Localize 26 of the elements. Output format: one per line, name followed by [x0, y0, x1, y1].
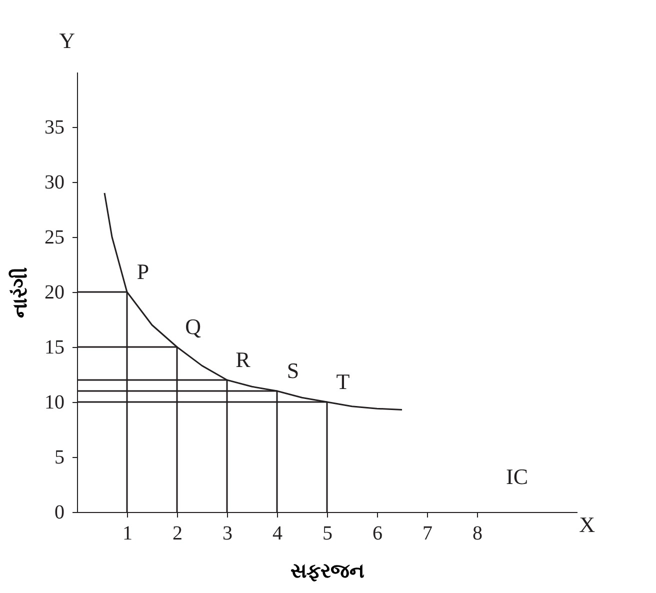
y-tick-label: 20: [44, 282, 64, 304]
annotation: IC: [506, 464, 528, 489]
annotation: R: [236, 347, 251, 372]
annotation: T: [336, 369, 350, 394]
text: Y: [59, 28, 76, 54]
y-tick-label: 0: [54, 502, 64, 524]
y-tick-label: 25: [44, 226, 64, 248]
y-tick-label: 15: [44, 336, 64, 358]
annotation: S: [286, 358, 300, 383]
annotation: Q: [185, 314, 202, 339]
x-tick-label: 1: [122, 522, 132, 544]
y-tick-label: 30: [44, 172, 64, 194]
x-tick-label: 2: [172, 522, 182, 544]
y-tick-label: 10: [44, 392, 64, 414]
x-tick-label: 4: [272, 522, 282, 544]
y-axis-title: નારંગી: [8, 267, 32, 318]
x-tick-label: 7: [422, 522, 432, 544]
y-tick-label: 35: [44, 116, 64, 138]
text: X: [579, 512, 596, 538]
y-tick-label: 5: [54, 446, 64, 468]
annotation: P: [136, 259, 150, 284]
x-tick-label: 3: [222, 522, 232, 544]
x-tick-label: 5: [322, 522, 332, 544]
x-axis-title: સફરજન: [290, 560, 364, 582]
x-tick-label: 8: [472, 522, 482, 544]
x-tick-label: 6: [372, 522, 382, 544]
